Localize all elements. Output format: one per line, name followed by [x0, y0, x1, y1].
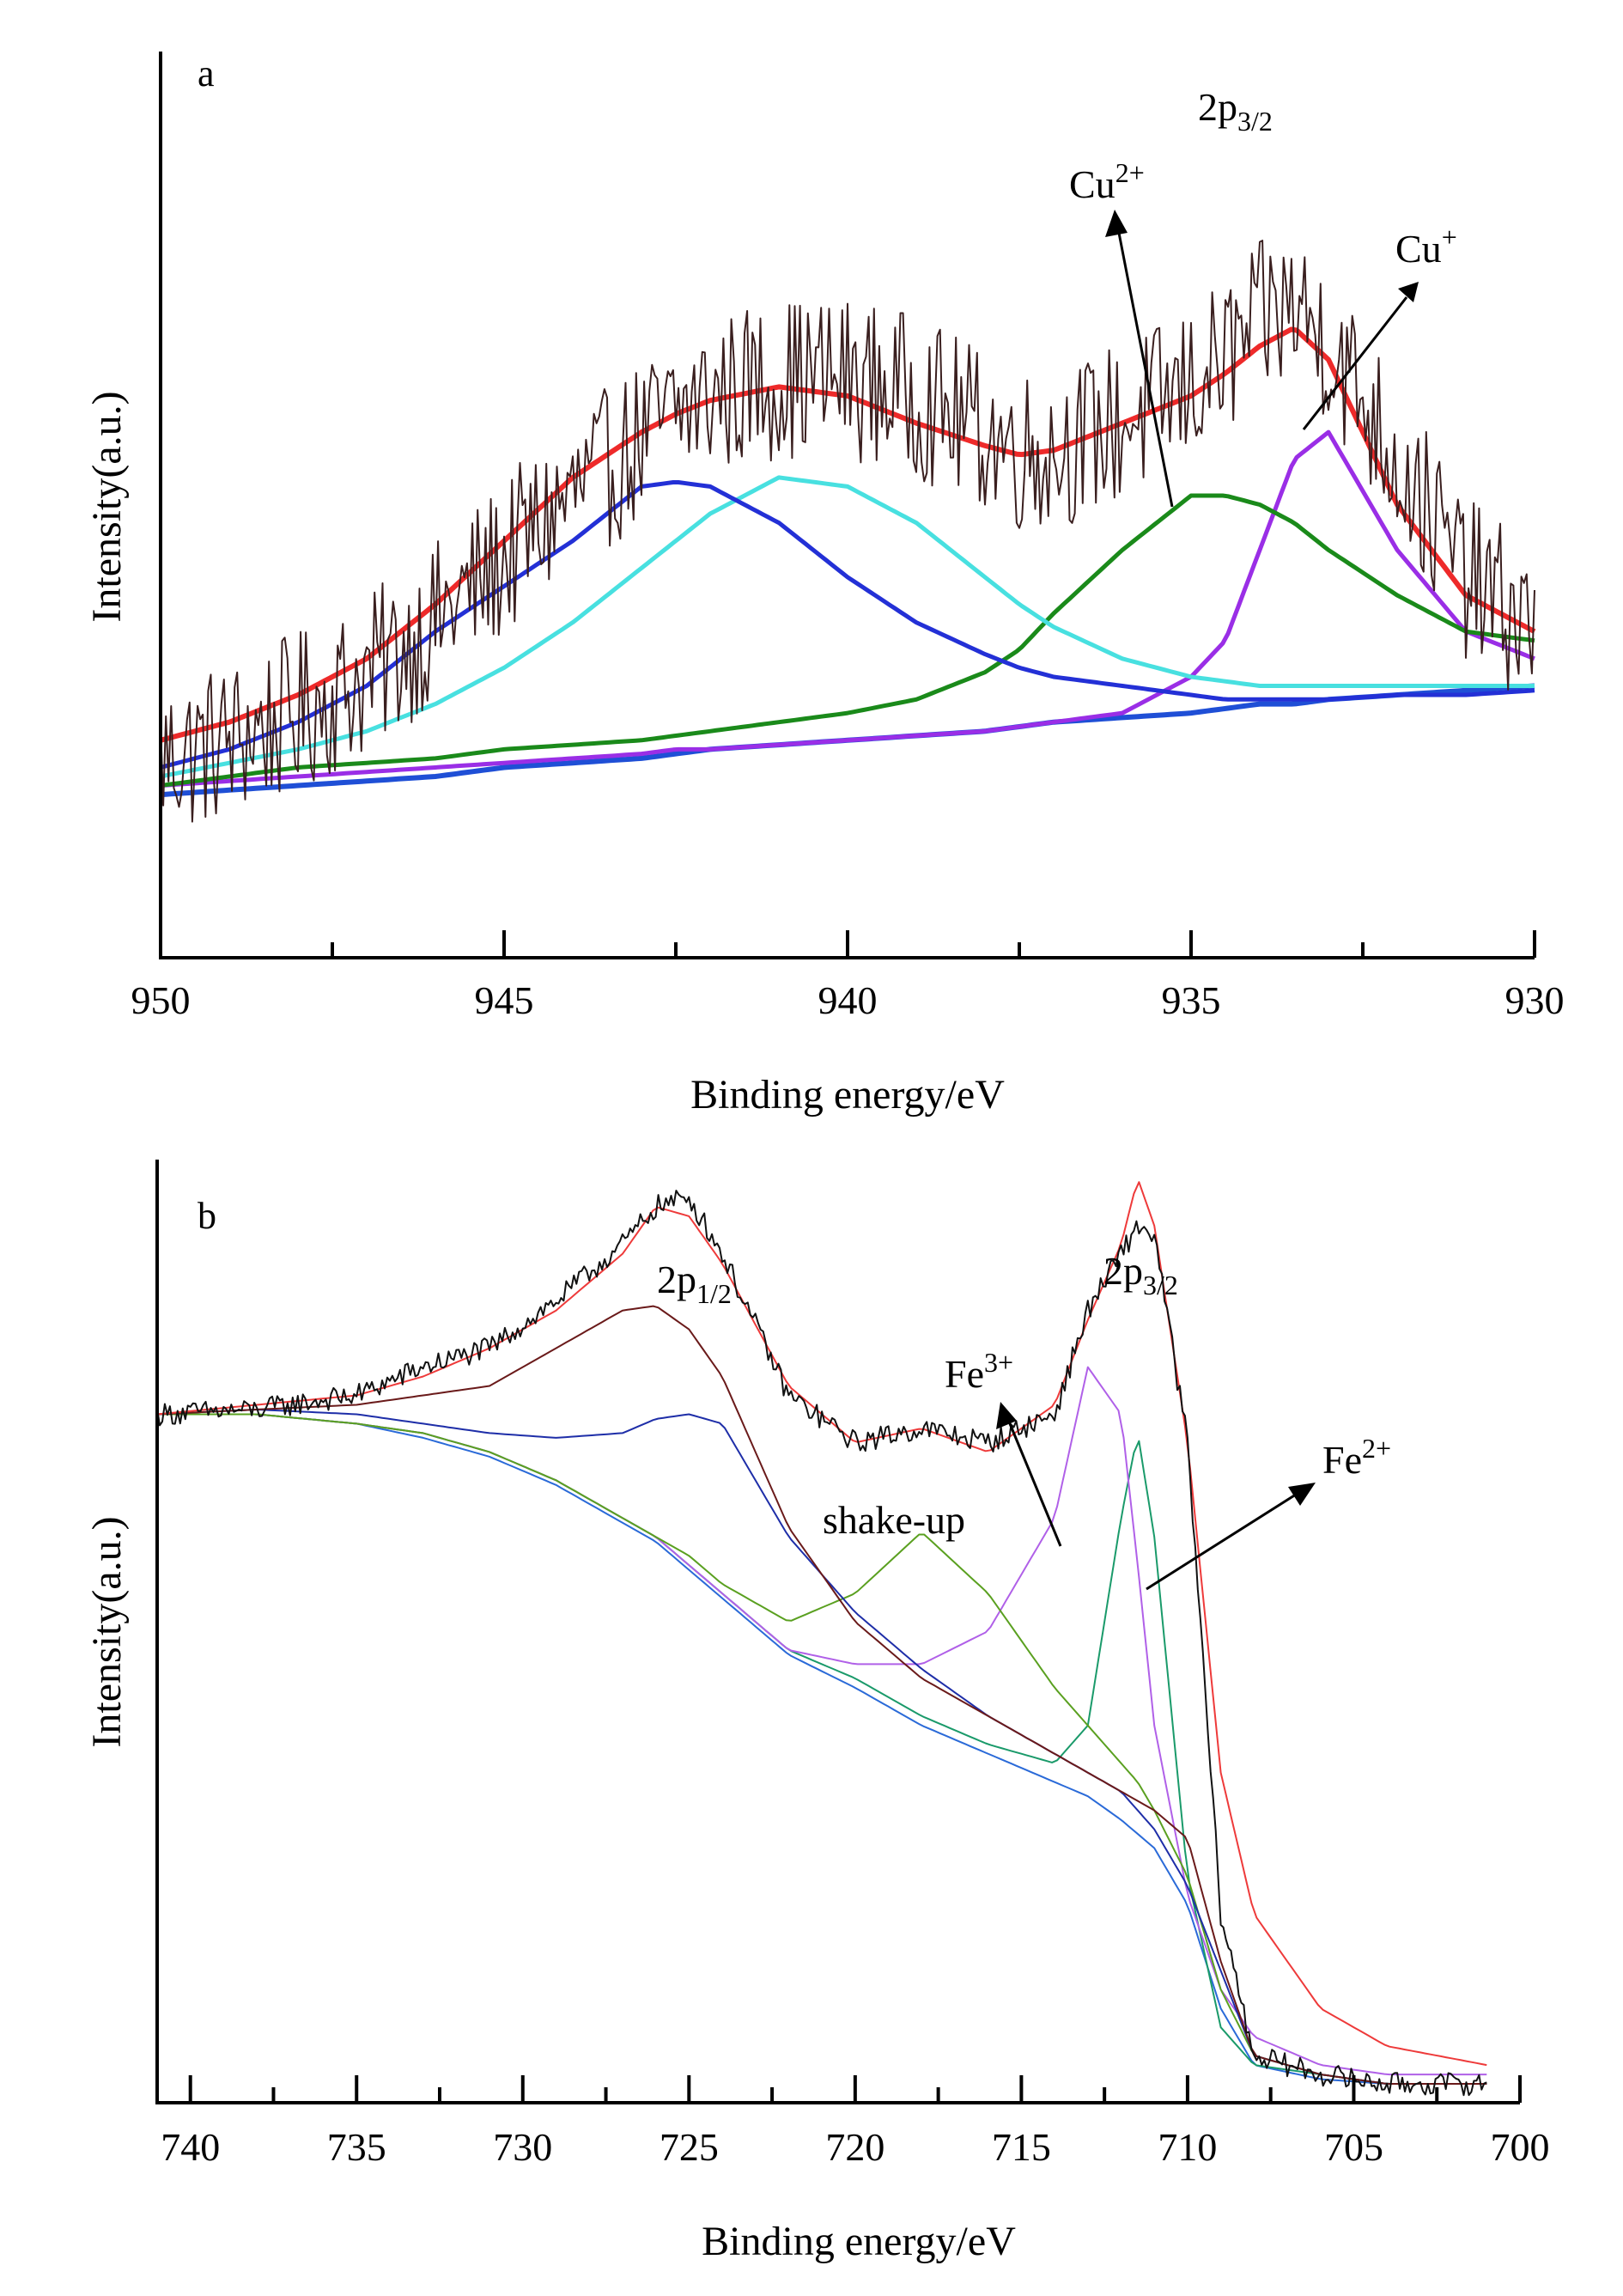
- panel-b-label: b: [198, 1195, 216, 1237]
- arrow-cuplus: [1302, 282, 1419, 430]
- panel-b-curves: [156, 1181, 1487, 2097]
- x-tick-label: 930: [1505, 978, 1565, 1022]
- x-tick-label: 935: [1162, 978, 1221, 1022]
- annotation-fe-2p32: 2p3/2: [1103, 1249, 1178, 1300]
- annotation-fe-2p12: 2p1/2: [657, 1258, 732, 1309]
- panel-b-ticks: 740 735 730 725 720 715 710 705 700: [161, 2075, 1550, 2169]
- x-tick-label: 710: [1158, 2125, 1217, 2169]
- x-tick-label: 730: [493, 2125, 552, 2169]
- panel-a-ticks: 950 945 940 935 930: [131, 930, 1565, 1022]
- annotation-fe3plus: Fe3+: [945, 1347, 1013, 1396]
- x-tick-label: 705: [1324, 2125, 1383, 2169]
- x-tick-label: 940: [818, 978, 878, 1022]
- panel-a-curves: [160, 240, 1536, 823]
- annotation-cu-2p32: 2p3/2: [1198, 85, 1273, 137]
- panel-a-label: a: [198, 52, 215, 94]
- annotation-cuplus: Cu+: [1395, 222, 1457, 271]
- series-peak-942.5: [160, 480, 1535, 770]
- series-peak-933.3: [160, 429, 1535, 788]
- x-tick-label: 700: [1491, 2125, 1550, 2169]
- arrow-fe3plus: [996, 1402, 1062, 1547]
- series-peak-935: [160, 493, 1535, 788]
- panel-a-x-axis-title: Binding energy/eV: [690, 1072, 1005, 1118]
- panel-b-x-axis-title: Binding energy/eV: [702, 2219, 1016, 2264]
- annotation-shake-up: shake-up: [823, 1498, 965, 1542]
- arrow-cu2plus: [1105, 210, 1174, 508]
- series-envelope: [160, 326, 1536, 743]
- series-peak-713.3: [157, 1366, 1487, 2076]
- x-tick-label: 715: [992, 2125, 1051, 2169]
- x-tick-label: 740: [161, 2125, 220, 2169]
- series-raw: [160, 240, 1535, 823]
- panel-a: 950 945 940 935 930 a Binding energy/eV Inte…: [84, 52, 1565, 1118]
- series-raw: [156, 1190, 1487, 2097]
- series-envelope: [156, 1181, 1487, 2067]
- x-tick-label: 735: [327, 2125, 386, 2169]
- series-peak-726.5: [156, 1305, 1487, 2085]
- annotation-cu2plus: Cu2+: [1069, 157, 1145, 206]
- panel-b-y-axis-title: Intensity(a.u.): [84, 1516, 130, 1747]
- x-tick-label: 945: [475, 978, 534, 1022]
- x-tick-label: 725: [660, 2125, 719, 2169]
- panel-a-y-axis-title: Intensity(a.u.): [84, 391, 130, 622]
- x-tick-label: 950: [131, 978, 191, 1022]
- x-tick-label: 720: [825, 2125, 884, 2169]
- series-peak-940: [160, 475, 1535, 779]
- panel-b: 740 735 730 725 720 715 710 705 700 b Binding en…: [84, 1160, 1550, 2264]
- arrow-fe2plus: [1146, 1483, 1316, 1591]
- annotation-fe2plus: Fe2+: [1322, 1433, 1391, 1482]
